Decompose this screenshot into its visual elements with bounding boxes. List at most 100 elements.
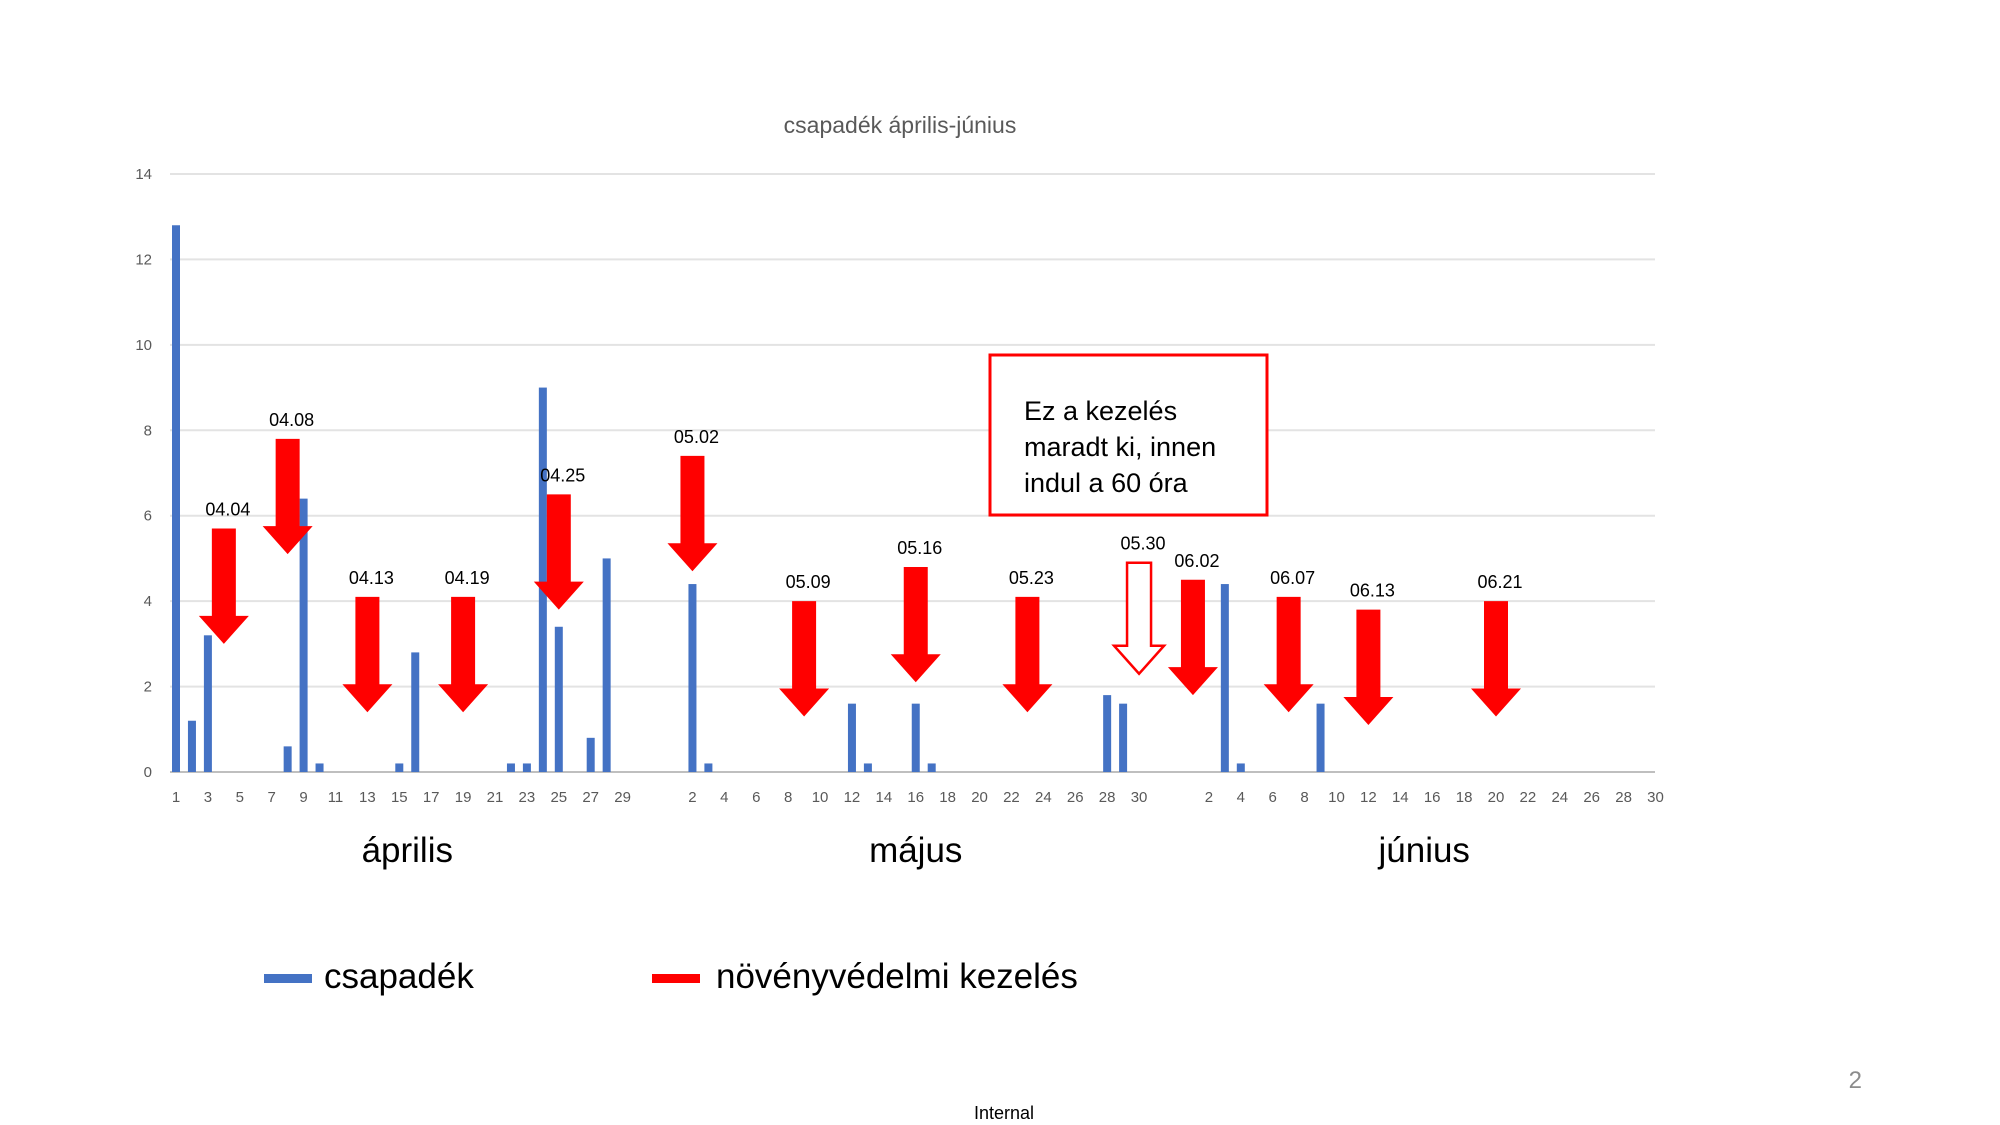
y-tick-label: 4 — [144, 593, 152, 610]
x-tick-label: 14 — [1392, 789, 1409, 806]
annotation-line-3: indul a 60 óra — [1024, 468, 1189, 498]
precipitation-bar — [554, 626, 563, 772]
treatment-arrow — [1471, 601, 1521, 717]
x-tick-label: 30 — [1131, 789, 1148, 806]
annotation-line-1: Ez a kezelés — [1024, 396, 1177, 426]
treatment-date-label: 05.02 — [674, 427, 719, 447]
x-tick-label: 22 — [1520, 789, 1537, 806]
y-tick-label: 14 — [135, 166, 152, 183]
treatment-arrow — [1002, 596, 1053, 713]
x-tick-label: 26 — [1067, 789, 1084, 806]
x-tick-label: 16 — [1424, 789, 1441, 806]
treatment-arrow — [1263, 596, 1314, 713]
x-tick-label: 17 — [423, 789, 440, 806]
x-tick-label: 6 — [752, 789, 760, 806]
x-tick-label: 27 — [582, 789, 599, 806]
precipitation-bar — [203, 635, 212, 772]
x-tick-label: 24 — [1551, 789, 1568, 806]
precipitation-bar — [522, 763, 531, 772]
x-tick-label: 3 — [204, 789, 212, 806]
x-tick-label: 20 — [971, 789, 988, 806]
x-tick-label: 13 — [359, 789, 376, 806]
month-label: május — [869, 831, 962, 870]
x-tick-label: 12 — [844, 789, 861, 806]
precipitation-bar — [187, 720, 196, 772]
x-tick-label: 8 — [1300, 789, 1308, 806]
treatment-date-label: 04.13 — [349, 568, 394, 588]
treatment-arrow — [342, 596, 393, 713]
x-tick-label: 12 — [1360, 789, 1377, 806]
precipitation-bars — [172, 225, 1325, 772]
x-tick-label: 14 — [876, 789, 893, 806]
treatment-date-label: 06.13 — [1350, 581, 1395, 601]
x-tick-label: 11 — [328, 789, 344, 806]
treatment-date-label: 04.25 — [540, 465, 585, 485]
y-tick-label: 0 — [144, 764, 152, 781]
x-tick-label: 10 — [812, 789, 829, 806]
x-tick-label: 4 — [720, 789, 728, 806]
x-tick-label: 10 — [1328, 789, 1345, 806]
precipitation-bar — [927, 763, 936, 772]
treatment-date-label: 05.30 — [1121, 534, 1166, 554]
x-tick-label: 16 — [907, 789, 924, 806]
x-tick-label: 9 — [299, 789, 307, 806]
x-tick-label: 23 — [519, 789, 536, 806]
treatment-date-label: 06.07 — [1270, 568, 1315, 588]
precipitation-bar — [411, 652, 420, 772]
page-number: 2 — [1849, 1067, 1862, 1094]
x-tick-label: 28 — [1099, 789, 1116, 806]
x-tick-label: 19 — [455, 789, 472, 806]
treatment-arrow — [533, 494, 584, 610]
precipitation-bar — [1236, 763, 1245, 772]
y-axis-tick-labels: 0 2 4 6 8 10 12 14 — [135, 166, 152, 781]
treatment-arrow — [262, 438, 313, 555]
x-tick-label: 21 — [487, 789, 504, 806]
x-tick-label: 8 — [784, 789, 792, 806]
treatment-arrow — [1343, 609, 1394, 726]
legend-swatch-precipitation — [264, 974, 312, 983]
x-tick-label: 2 — [688, 789, 696, 806]
treatment-date-label: 06.02 — [1174, 551, 1219, 571]
precipitation-bar — [1316, 703, 1325, 772]
annotation-callout: Ez a kezelés maradt ki, innen indul a 60… — [988, 353, 1269, 517]
precipitation-bar — [704, 763, 713, 772]
annotation-line-2: maradt ki, innen — [1024, 432, 1216, 462]
y-tick-label: 2 — [144, 679, 152, 696]
precipitation-bar — [299, 498, 308, 772]
precipitation-bar — [1119, 703, 1128, 772]
precipitation-bar — [1220, 584, 1229, 772]
legend: csapadék növényvédelmi kezelés — [264, 957, 1078, 996]
x-tick-label: 22 — [1003, 789, 1020, 806]
month-labels: április május június — [362, 831, 1470, 870]
y-tick-label: 8 — [144, 422, 152, 439]
x-tick-label: 25 — [550, 789, 567, 806]
x-tick-label: 29 — [614, 789, 631, 806]
precipitation-bar — [395, 763, 404, 772]
precipitation-bar — [506, 763, 515, 772]
treatment-arrow — [438, 596, 489, 713]
treatment-arrow — [779, 601, 830, 717]
x-tick-label: 1 — [172, 789, 180, 806]
legend-label-precipitation: csapadék — [324, 957, 474, 996]
treatment-arrow — [890, 566, 941, 683]
y-tick-label: 12 — [135, 251, 152, 268]
treatment-date-label: 05.23 — [1009, 568, 1054, 588]
precipitation-bar — [602, 558, 611, 772]
x-tick-label: 5 — [236, 789, 244, 806]
treatment-arrow-skipped — [1111, 561, 1167, 676]
treatment-date-label: 04.08 — [269, 410, 314, 430]
treatment-date-label: 05.16 — [897, 538, 942, 558]
precipitation-bar — [847, 703, 856, 772]
precipitation-bar — [586, 737, 595, 772]
x-tick-label: 7 — [268, 789, 276, 806]
legend-label-treatment: növényvédelmi kezelés — [716, 957, 1078, 996]
x-tick-label: 26 — [1583, 789, 1600, 806]
precipitation-bar — [315, 763, 324, 772]
month-label: április — [362, 831, 453, 870]
month-label: június — [1377, 831, 1469, 870]
treatment-date-label: 06.21 — [1477, 572, 1522, 592]
x-tick-label: 18 — [939, 789, 956, 806]
precipitation-bar — [1103, 695, 1112, 772]
precipitation-bar — [172, 225, 180, 772]
